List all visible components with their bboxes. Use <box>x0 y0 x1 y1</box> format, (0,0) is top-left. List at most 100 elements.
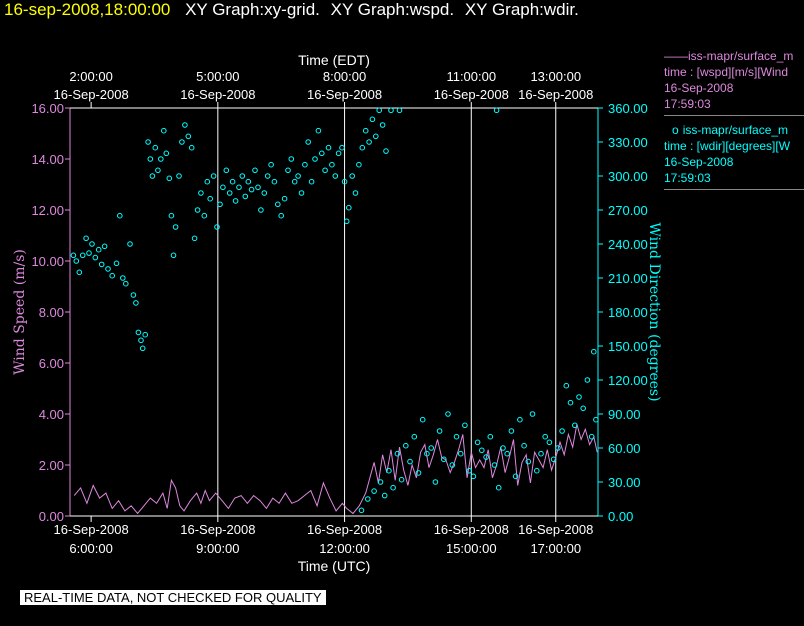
wdir-point <box>305 139 312 145</box>
wdir-point <box>109 272 115 279</box>
wdir-point <box>166 175 173 182</box>
wdir-point <box>449 462 456 468</box>
wdir-point <box>223 167 230 174</box>
wdir-point <box>576 394 582 400</box>
wdir-point <box>258 207 264 213</box>
wdir-point <box>76 269 83 276</box>
wdir-point <box>356 161 362 168</box>
wdir-point <box>210 173 217 179</box>
y-right-tick-label: 0.00 <box>608 509 633 524</box>
x-bottom-tick-date: 16-Sep-2008 <box>434 522 509 537</box>
wdir-point <box>390 484 396 491</box>
wdir-point <box>534 467 540 474</box>
wdir-point <box>236 184 242 191</box>
x-bottom-tick-time: 15:00:00 <box>446 541 497 556</box>
wdir-point <box>101 243 108 250</box>
wdir-point <box>352 190 359 196</box>
wdir-point <box>366 139 372 145</box>
wdir-point <box>383 148 389 154</box>
wdir-point <box>139 345 146 352</box>
wdir-point <box>584 377 591 383</box>
wdir-point <box>242 193 249 200</box>
wdir-point <box>591 348 597 355</box>
wdir-point <box>207 195 213 202</box>
wdir-point <box>204 178 211 185</box>
wdir-point <box>339 144 345 151</box>
wdir-point <box>419 416 426 423</box>
wdir-point <box>407 458 413 465</box>
wdir-point <box>563 382 570 389</box>
wdir-point <box>172 224 179 230</box>
wdir-point <box>398 476 405 483</box>
wdir-point <box>517 416 523 423</box>
wdir-point <box>432 479 439 485</box>
y-left-tick-label: 4.00 <box>39 407 64 422</box>
x-bottom-axis-label: Time (UTC) <box>298 558 371 574</box>
wdir-point <box>133 300 139 306</box>
wdir-point <box>308 178 315 185</box>
wdir-point <box>127 241 133 247</box>
wdir-point <box>593 416 599 423</box>
wdir-point <box>275 201 281 208</box>
wdir-point <box>529 411 536 417</box>
wdir-point <box>394 450 401 457</box>
legend-wspd-symbol: —— <box>664 49 688 63</box>
wdir-point <box>550 456 557 463</box>
y-left-tick-label: 16.00 <box>31 101 64 116</box>
y-left-tick-label: 0.00 <box>39 509 64 524</box>
x-top-tick-time: 8:00:00 <box>323 69 366 84</box>
wdir-point <box>525 458 532 465</box>
wdir-point <box>546 439 553 446</box>
wdir-point <box>105 266 111 272</box>
y-right-tick-label: 180.00 <box>608 305 648 320</box>
y-left-tick-label: 2.00 <box>39 458 64 473</box>
wdir-point <box>278 212 285 219</box>
wdir-point <box>302 161 308 168</box>
wdir-point <box>168 212 175 219</box>
wdir-point <box>369 116 376 123</box>
wdir-point <box>198 190 204 196</box>
wdir-point <box>142 331 148 338</box>
wdir-point <box>295 173 301 179</box>
legend-wdir-time: 17:59:03 <box>664 171 711 185</box>
wdir-point <box>457 450 464 457</box>
legend-wspd-line0: ——iss-mapr/surface_m <box>664 48 804 64</box>
wdir-point <box>441 456 447 463</box>
wdir-point <box>92 254 99 261</box>
wdir-point <box>194 207 201 213</box>
wdir-point <box>358 507 365 514</box>
wdir-point <box>559 428 565 434</box>
wdir-point <box>445 411 451 417</box>
y-right-tick-label: 360.00 <box>608 101 648 116</box>
wdir-point <box>291 178 298 185</box>
wdir-point <box>512 473 519 480</box>
legend-wspd: ——iss-mapr/surface_m time : [wspd][m/s][… <box>664 48 804 116</box>
wdir-point <box>371 488 377 494</box>
wdir-point <box>117 212 123 219</box>
x-top-axis-label: Time (EDT) <box>298 52 370 68</box>
header-title-wspd: XY Graph:wspd. <box>330 0 455 19</box>
y-left-tick-label: 10.00 <box>31 254 64 269</box>
wdir-point <box>214 224 220 230</box>
legend-wdir-line0: o iss-mapr/surface_m <box>664 122 804 138</box>
wdir-point <box>542 433 549 440</box>
x-top-tick-date: 16-Sep-2008 <box>518 87 593 102</box>
header-title-grid: XY Graph:xy-grid. <box>185 0 320 19</box>
wdir-point <box>252 167 258 174</box>
wdir-point <box>335 150 342 157</box>
wdir-point <box>349 173 356 179</box>
wdir-point <box>411 433 418 440</box>
wdir-point <box>487 433 494 440</box>
x-top-tick-time: 2:00:00 <box>69 69 112 84</box>
wdir-point <box>113 260 120 267</box>
legend-wspd-var: time : [wspd][m/s][Wind <box>664 65 789 79</box>
wdir-point <box>285 167 291 174</box>
wdir-point <box>572 422 578 429</box>
wdir-point <box>176 173 182 179</box>
legend-wdir-var: time : [wdir][degrees][W <box>664 139 791 153</box>
wdir-point <box>329 161 335 168</box>
y-left-tick-label: 6.00 <box>39 356 64 371</box>
wdir-point <box>315 127 322 134</box>
legend-wspd-source: iss-mapr/surface_m <box>688 49 794 63</box>
